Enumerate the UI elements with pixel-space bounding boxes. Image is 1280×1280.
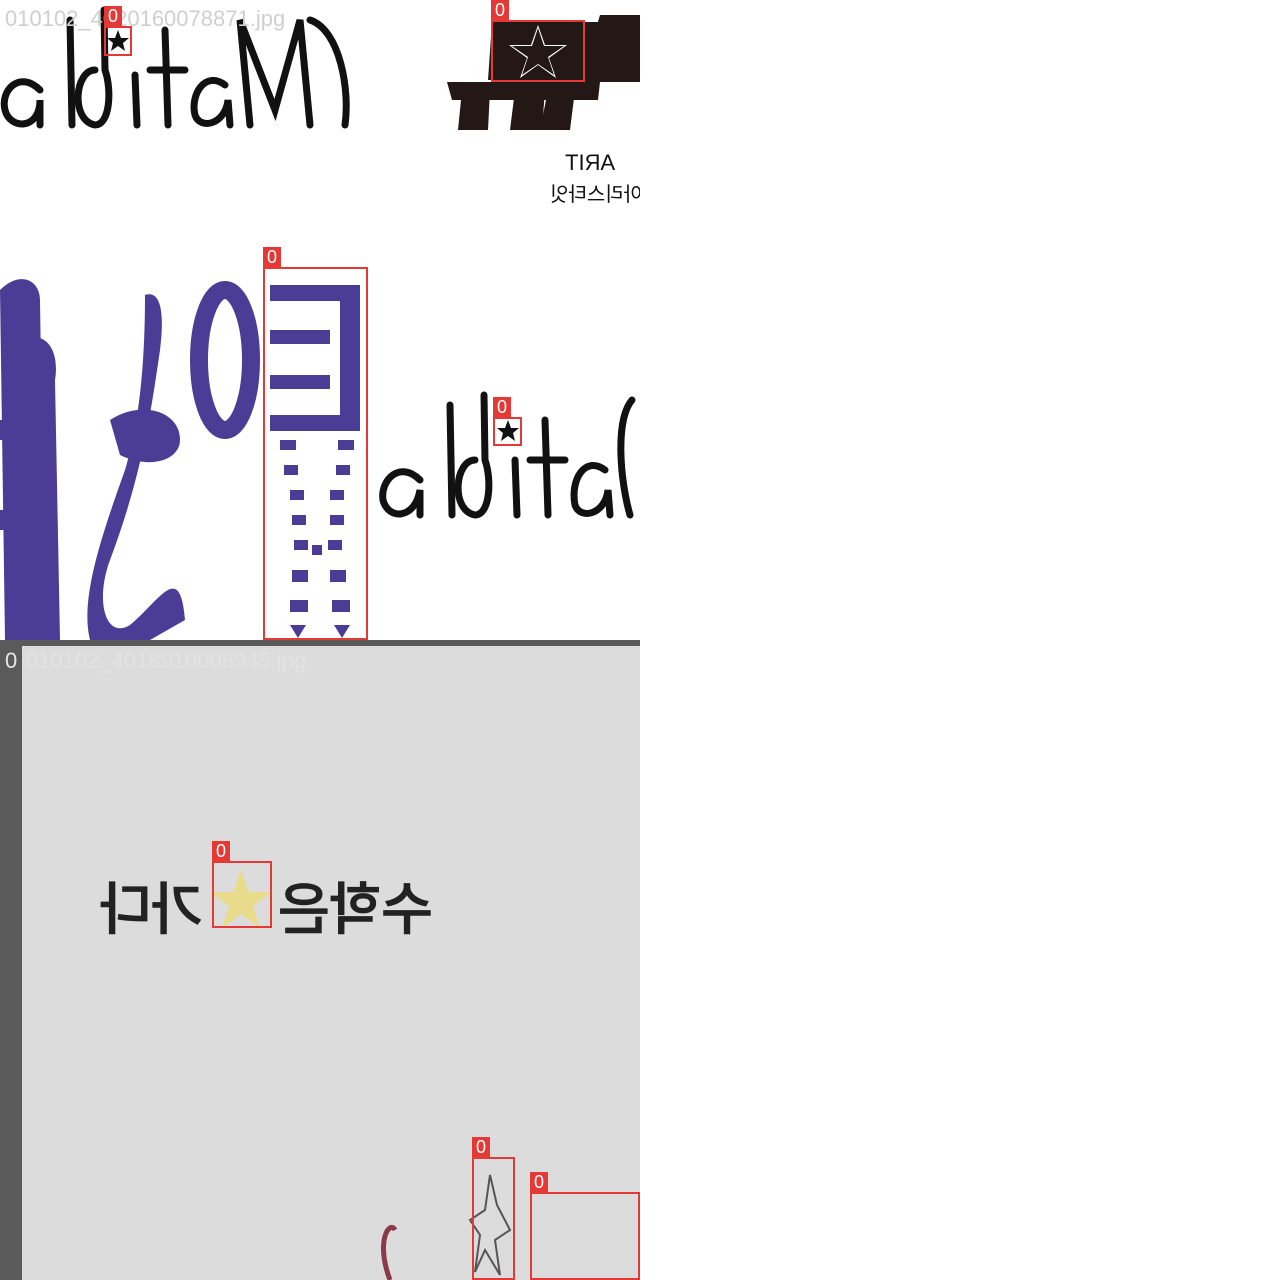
detection-label: 0 <box>212 841 230 861</box>
tile-left-border <box>0 640 22 1280</box>
detection-box: 0 <box>493 397 522 446</box>
script-star-icon <box>107 30 129 51</box>
detection-label: 0 <box>493 397 511 417</box>
detection-label: 0 <box>491 0 509 20</box>
tile2-artwork <box>210 870 512 1280</box>
mosaic-tile-1: 010102_4020160078871.jpg ARIT 아리스타잇 0 0 … <box>0 0 640 640</box>
purple-hanja-logo <box>0 279 185 640</box>
detection-box: 0 <box>491 0 585 82</box>
tile-top-border <box>0 640 640 646</box>
detection-box: 0 <box>263 247 368 640</box>
vertical-brand-mark <box>190 281 360 638</box>
brand-star-icon <box>512 28 564 75</box>
red-curve-mark <box>381 1225 398 1280</box>
detection-box: 0 <box>104 6 132 56</box>
yellow-star-icon <box>210 870 272 928</box>
tile2-corner-label: 0 <box>5 648 18 673</box>
script-logo-middle <box>379 391 636 519</box>
detection-label: 0 <box>104 6 122 26</box>
mosaic-tile-2: 0 010102_4018910008945.jpg 가다 수학은 0 0 0 <box>0 640 640 1280</box>
detection-label: 0 <box>263 247 281 267</box>
script-star-icon-middle <box>497 420 519 441</box>
tile1-artwork <box>0 6 640 640</box>
detection-box: 0 <box>472 1137 515 1280</box>
script-logo-top <box>0 6 350 129</box>
brand-name-ko: 아리스타잇 <box>550 184 640 206</box>
detection-label: 0 <box>530 1172 548 1192</box>
detection-label: 0 <box>472 1137 490 1157</box>
brand-name-en: ARIT <box>565 150 616 175</box>
tile2-filename: 010102_4018910008945.jpg <box>26 648 307 673</box>
sketch-star-icon <box>468 1174 512 1276</box>
detection-box: 0 <box>530 1172 640 1280</box>
brand-logo-mark <box>447 15 640 130</box>
tile1-filename: 010102_4020160078871.jpg <box>5 6 286 31</box>
detection-box: 0 <box>212 841 272 928</box>
